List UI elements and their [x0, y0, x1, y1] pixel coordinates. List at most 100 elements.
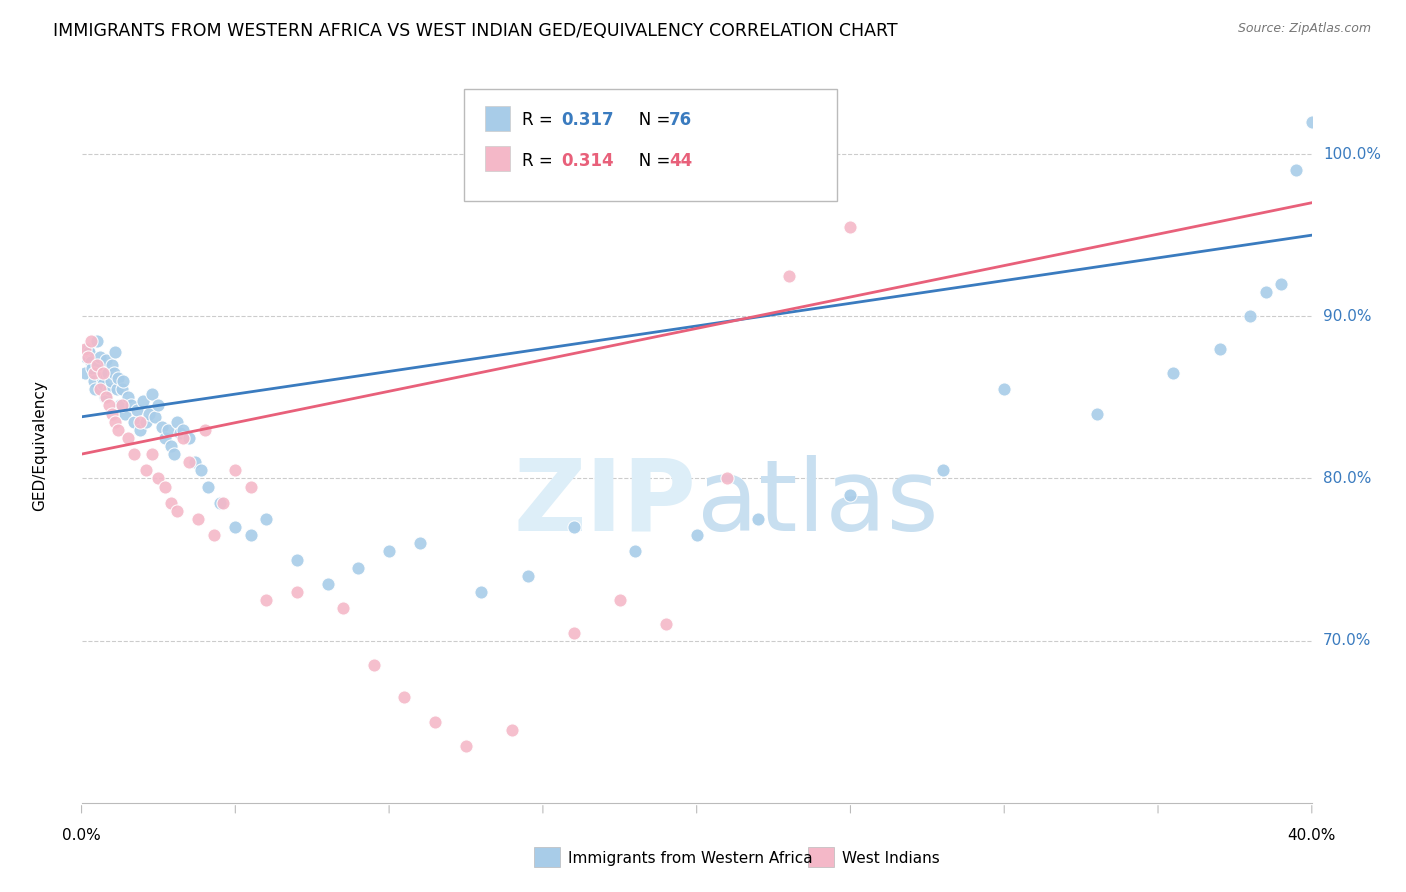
Point [562, 520, 585, 534]
Point [624, 544, 647, 558]
Point [254, 512, 277, 526]
Point [1285, 163, 1308, 178]
Point [332, 601, 354, 615]
Point [103, 366, 125, 380]
Point [501, 723, 523, 737]
Point [184, 455, 207, 469]
Point [104, 345, 127, 359]
Point [86, 358, 108, 372]
Point [1301, 114, 1323, 128]
Point [148, 471, 170, 485]
Point [156, 423, 179, 437]
Point [169, 425, 191, 440]
Text: R =: R = [522, 152, 558, 169]
Point [454, 739, 477, 753]
Text: Immigrants from Western Africa: Immigrants from Western Africa [568, 851, 813, 865]
Point [117, 390, 139, 404]
Point [1254, 285, 1277, 299]
Point [224, 463, 246, 477]
Point [98, 382, 121, 396]
Point [179, 455, 201, 469]
Point [96, 353, 118, 368]
Point [172, 431, 194, 445]
Text: 40.0%: 40.0% [1288, 829, 1336, 843]
Point [145, 409, 166, 424]
Point [86, 334, 108, 348]
Point [84, 382, 107, 396]
Text: Source: ZipAtlas.com: Source: ZipAtlas.com [1237, 22, 1371, 36]
Point [73, 366, 96, 380]
Point [112, 374, 135, 388]
Point [1208, 342, 1230, 356]
Point [132, 393, 155, 408]
Point [190, 463, 212, 477]
Text: 44: 44 [669, 152, 693, 169]
Point [120, 399, 142, 413]
Text: 0.314: 0.314 [561, 152, 613, 169]
Point [409, 536, 432, 550]
Text: 80.0%: 80.0% [1323, 471, 1371, 486]
Text: IMMIGRANTS FROM WESTERN AFRICA VS WEST INDIAN GED/EQUIVALENCY CORRELATION CHART: IMMIGRANTS FROM WESTERN AFRICA VS WEST I… [53, 22, 898, 40]
Point [470, 585, 492, 599]
Point [122, 415, 145, 429]
Point [686, 528, 709, 542]
Point [96, 390, 118, 404]
Point [212, 496, 235, 510]
Point [166, 415, 188, 429]
Point [135, 415, 157, 429]
Point [932, 463, 955, 477]
Point [166, 504, 188, 518]
Point [125, 403, 148, 417]
Point [110, 382, 132, 396]
Point [101, 358, 124, 372]
Point [1163, 366, 1185, 380]
Point [347, 560, 370, 574]
Point [153, 431, 176, 445]
Point [87, 358, 110, 372]
Point [778, 268, 800, 283]
Point [197, 479, 219, 493]
Point [104, 415, 127, 429]
Point [76, 350, 98, 364]
Text: 90.0%: 90.0% [1323, 309, 1371, 324]
Point [107, 371, 129, 385]
Point [1085, 407, 1108, 421]
Point [839, 488, 862, 502]
Point [89, 350, 111, 364]
Text: ZIP: ZIP [513, 455, 697, 551]
Point [993, 382, 1015, 396]
Point [285, 585, 308, 599]
Point [285, 552, 308, 566]
Point [172, 423, 194, 437]
Point [114, 407, 136, 421]
Point [83, 366, 105, 380]
Point [516, 568, 538, 582]
Point [153, 479, 176, 493]
Point [97, 366, 120, 380]
Point [129, 415, 152, 429]
Point [135, 463, 157, 477]
Point [208, 496, 231, 510]
Point [89, 382, 111, 396]
Point [90, 371, 112, 385]
Point [425, 714, 447, 729]
Point [107, 423, 129, 437]
Point [76, 342, 98, 356]
Point [239, 528, 262, 542]
Point [1239, 310, 1261, 324]
Point [80, 354, 103, 368]
Point [187, 512, 209, 526]
Point [148, 399, 170, 413]
Point [73, 342, 96, 356]
Point [159, 496, 181, 510]
Text: 76: 76 [669, 112, 692, 129]
Point [562, 625, 585, 640]
Point [609, 593, 631, 607]
Point [747, 512, 769, 526]
Text: R =: R = [522, 112, 558, 129]
Point [77, 345, 100, 359]
Point [138, 407, 160, 421]
Point [122, 447, 145, 461]
Point [159, 439, 181, 453]
Point [141, 387, 163, 401]
